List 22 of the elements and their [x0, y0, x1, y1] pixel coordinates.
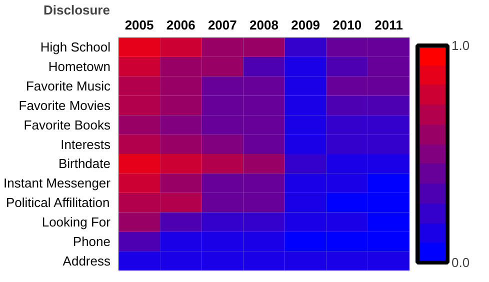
y-tick-label: Phone — [72, 234, 111, 249]
y-tick-label: Favorite Movies — [18, 98, 111, 113]
y-tick-label: Looking For — [42, 214, 112, 230]
y-tick-label: Interests — [60, 136, 111, 152]
x-tick-label: 2008 — [250, 18, 278, 32]
x-tick-label: 2005 — [124, 18, 154, 32]
y-tick-label: Address — [62, 253, 111, 268]
y-tick-label: Political Affilitation — [6, 195, 110, 210]
y-tick-label: High School — [40, 40, 111, 55]
y-tick-label: Instant Messenger — [4, 176, 112, 191]
color-bar-label: 1.0 — [452, 38, 470, 53]
color-bar-label: 0.0 — [452, 255, 470, 270]
x-tick-label: 2006 — [166, 18, 196, 32]
y-tick-label: Favorite Books — [24, 117, 111, 132]
x-tick-label: 2009 — [291, 18, 320, 32]
y-tick-label: Favorite Music — [26, 78, 111, 94]
x-tick-label: 2011 — [374, 18, 403, 32]
x-tick-label: 2007 — [208, 18, 237, 32]
y-tick-label: Hometown — [48, 59, 111, 74]
x-tick-label: 2010 — [332, 18, 362, 32]
y-axis-title: Disclosure — [44, 2, 110, 18]
y-tick-label: Birthdate — [58, 156, 111, 172]
